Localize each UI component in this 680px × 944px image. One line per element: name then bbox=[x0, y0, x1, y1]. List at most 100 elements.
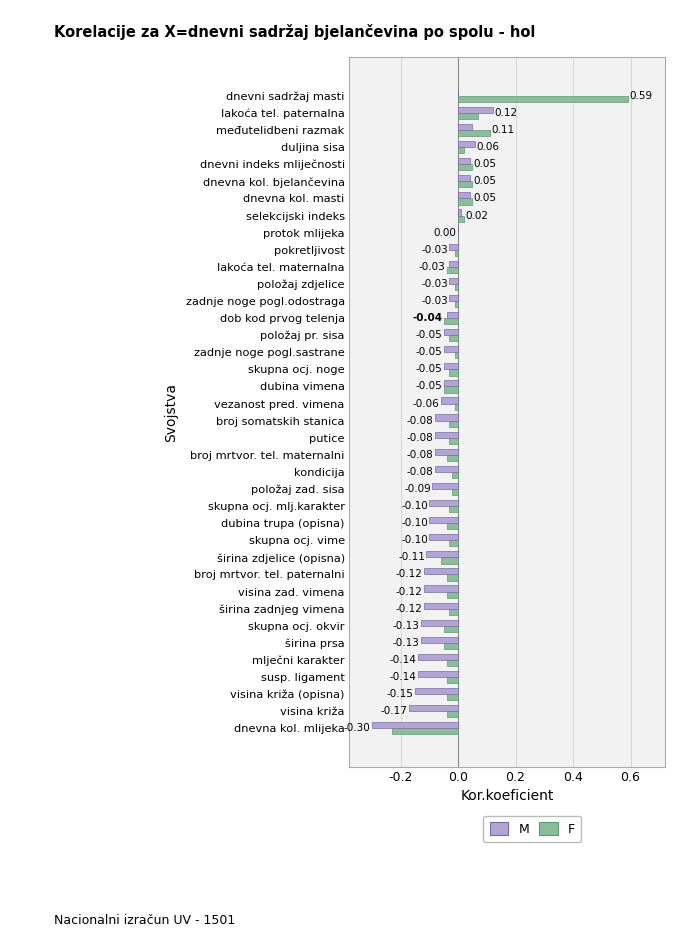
Text: -0.12: -0.12 bbox=[395, 603, 422, 614]
Text: -0.08: -0.08 bbox=[407, 450, 434, 460]
Text: -0.08: -0.08 bbox=[407, 415, 434, 426]
Bar bbox=[447, 455, 458, 461]
Bar bbox=[449, 278, 458, 284]
Text: Korelacije za X=dnevni sadržaj bjelančevina po spolu - hol: Korelacije za X=dnevni sadržaj bjelančev… bbox=[54, 24, 536, 40]
Bar bbox=[452, 489, 458, 496]
Bar bbox=[443, 318, 458, 324]
Bar bbox=[458, 176, 470, 181]
Bar bbox=[418, 671, 458, 677]
Text: -0.06: -0.06 bbox=[413, 398, 439, 409]
Bar bbox=[447, 711, 458, 717]
Bar bbox=[447, 267, 458, 273]
Text: -0.13: -0.13 bbox=[392, 621, 420, 631]
Bar bbox=[435, 465, 458, 472]
Text: 0.11: 0.11 bbox=[491, 125, 514, 135]
Bar bbox=[455, 250, 458, 256]
Text: -0.13: -0.13 bbox=[392, 638, 420, 648]
Bar bbox=[455, 301, 458, 307]
Bar bbox=[421, 636, 458, 643]
Text: 0.59: 0.59 bbox=[629, 91, 652, 101]
Bar bbox=[443, 363, 458, 369]
Bar bbox=[458, 210, 461, 215]
Bar bbox=[429, 517, 458, 523]
Text: -0.05: -0.05 bbox=[415, 381, 442, 392]
Bar bbox=[452, 472, 458, 478]
Text: -0.15: -0.15 bbox=[387, 689, 413, 700]
Text: -0.10: -0.10 bbox=[401, 501, 428, 511]
Bar bbox=[458, 181, 473, 188]
Text: Nacionalni izračun UV - 1501: Nacionalni izračun UV - 1501 bbox=[54, 914, 236, 927]
Bar bbox=[443, 643, 458, 649]
Bar bbox=[458, 124, 473, 130]
Bar bbox=[455, 284, 458, 290]
Bar bbox=[426, 551, 458, 557]
Text: -0.17: -0.17 bbox=[381, 706, 408, 716]
Text: -0.10: -0.10 bbox=[401, 518, 428, 529]
Bar bbox=[449, 540, 458, 547]
Text: 0.05: 0.05 bbox=[474, 177, 497, 186]
Bar bbox=[458, 141, 475, 147]
Text: -0.14: -0.14 bbox=[390, 672, 416, 682]
Text: -0.03: -0.03 bbox=[421, 244, 448, 255]
Bar bbox=[455, 352, 458, 359]
Bar bbox=[432, 482, 458, 489]
Text: 0.02: 0.02 bbox=[465, 211, 488, 221]
X-axis label: Kor.koeficient: Kor.koeficient bbox=[460, 789, 554, 803]
Bar bbox=[458, 215, 464, 222]
Bar bbox=[447, 312, 458, 318]
Bar bbox=[424, 568, 458, 575]
Text: 0.05: 0.05 bbox=[474, 194, 497, 203]
Text: -0.05: -0.05 bbox=[415, 330, 442, 340]
Bar bbox=[441, 397, 458, 403]
Text: 0.05: 0.05 bbox=[474, 160, 497, 169]
Bar bbox=[458, 113, 478, 119]
Bar bbox=[449, 438, 458, 444]
Bar bbox=[449, 335, 458, 342]
Bar bbox=[458, 96, 628, 102]
Bar bbox=[441, 557, 458, 564]
Legend: M, F: M, F bbox=[483, 816, 581, 842]
Text: 0.12: 0.12 bbox=[494, 108, 517, 118]
Bar bbox=[443, 380, 458, 386]
Bar bbox=[443, 346, 458, 352]
Bar bbox=[429, 500, 458, 506]
Bar bbox=[435, 431, 458, 438]
Text: -0.04: -0.04 bbox=[412, 313, 442, 323]
Bar bbox=[443, 626, 458, 632]
Bar bbox=[449, 506, 458, 513]
Bar bbox=[449, 369, 458, 376]
Bar bbox=[421, 619, 458, 626]
Text: -0.08: -0.08 bbox=[407, 467, 434, 477]
Bar bbox=[449, 244, 458, 250]
Bar bbox=[424, 585, 458, 592]
Text: -0.03: -0.03 bbox=[421, 296, 448, 306]
Bar bbox=[447, 694, 458, 700]
Bar bbox=[447, 592, 458, 598]
Bar bbox=[447, 660, 458, 666]
Bar bbox=[458, 158, 470, 164]
Bar bbox=[443, 329, 458, 335]
Text: -0.05: -0.05 bbox=[415, 347, 442, 357]
Bar bbox=[429, 534, 458, 540]
Y-axis label: Svojstva: Svojstva bbox=[165, 382, 179, 442]
Bar bbox=[435, 448, 458, 455]
Bar bbox=[458, 130, 490, 136]
Bar bbox=[447, 575, 458, 581]
Text: -0.03: -0.03 bbox=[418, 261, 445, 272]
Text: -0.11: -0.11 bbox=[398, 552, 425, 563]
Bar bbox=[418, 654, 458, 660]
Bar bbox=[447, 523, 458, 530]
Bar bbox=[392, 729, 458, 734]
Text: -0.08: -0.08 bbox=[407, 432, 434, 443]
Text: -0.10: -0.10 bbox=[401, 535, 428, 546]
Text: -0.30: -0.30 bbox=[343, 723, 371, 733]
Bar bbox=[458, 198, 473, 205]
Bar bbox=[458, 147, 464, 153]
Bar bbox=[458, 193, 470, 198]
Text: -0.14: -0.14 bbox=[390, 655, 416, 665]
Bar bbox=[449, 609, 458, 615]
Text: 0.00: 0.00 bbox=[434, 228, 456, 238]
Text: -0.12: -0.12 bbox=[395, 569, 422, 580]
Bar bbox=[435, 414, 458, 421]
Bar bbox=[447, 677, 458, 683]
